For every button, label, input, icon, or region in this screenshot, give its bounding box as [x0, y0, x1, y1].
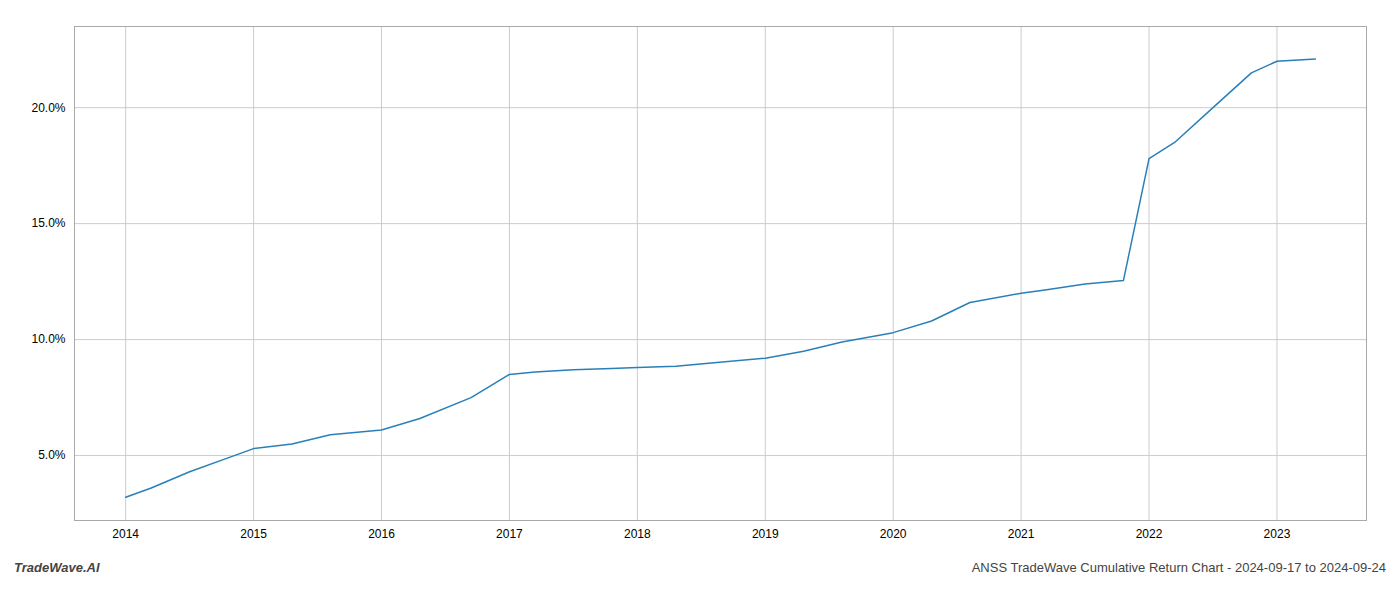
- svg-text:2022: 2022: [1136, 527, 1163, 541]
- svg-text:2017: 2017: [496, 527, 523, 541]
- svg-text:20.0%: 20.0%: [31, 101, 65, 115]
- svg-text:10.0%: 10.0%: [31, 332, 65, 346]
- svg-text:2019: 2019: [752, 527, 779, 541]
- svg-text:2021: 2021: [1008, 527, 1035, 541]
- svg-text:5.0%: 5.0%: [38, 448, 66, 462]
- svg-text:2016: 2016: [368, 527, 395, 541]
- svg-text:15.0%: 15.0%: [31, 216, 65, 230]
- html-text:ANSS TradeWave Cumulative Retu: ANSS TradeWave Cumulative Return Chart -…: [971, 560, 1386, 575]
- svg-text:2014: 2014: [112, 527, 139, 541]
- svg-text:2023: 2023: [1264, 527, 1291, 541]
- html-text:TradeWave.AI: TradeWave.AI: [14, 560, 100, 575]
- svg-text:2020: 2020: [880, 527, 907, 541]
- svg-text:2015: 2015: [240, 527, 267, 541]
- svg-text:2018: 2018: [624, 527, 651, 541]
